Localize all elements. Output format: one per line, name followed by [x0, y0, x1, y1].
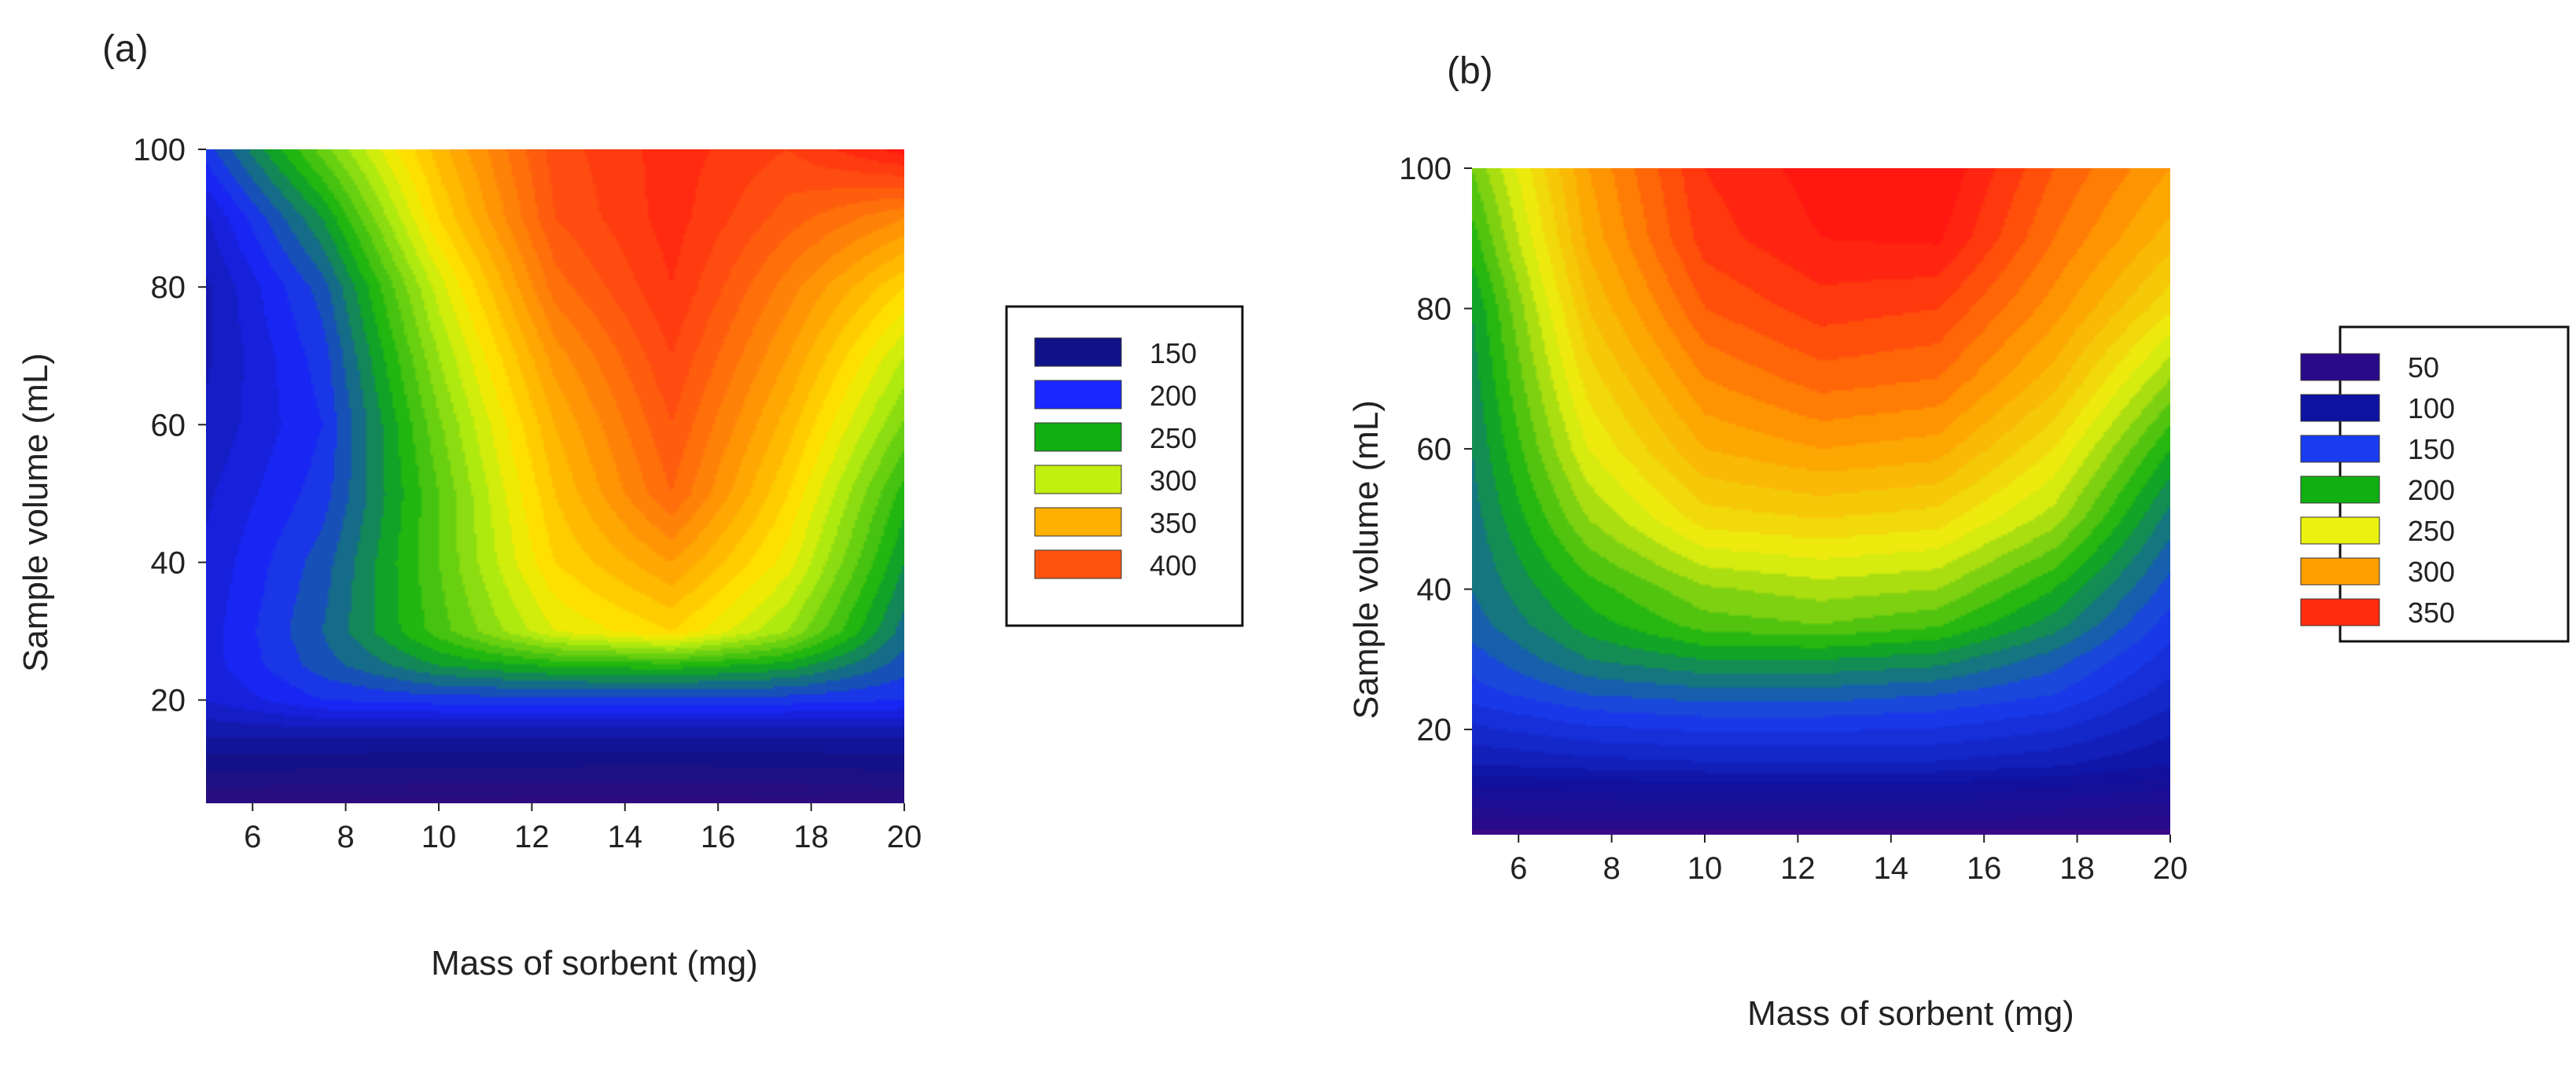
- panel-a-legend-label: 150: [1150, 337, 1197, 369]
- panel-b-legend-swatch: [2300, 516, 2380, 545]
- panel-b-legend-swatch: [2300, 598, 2380, 626]
- panel-b-y-tick-label: 40: [1417, 573, 1452, 608]
- panel-b-y-axis-title: Sample volume (mL): [1347, 400, 1386, 719]
- panel-b-x-axis-title: Mass of sorbent (mg): [1747, 994, 2074, 1033]
- panel-b-contour-surface: [1472, 168, 2170, 835]
- panel-b-y-tick-label: 100: [1399, 152, 1452, 186]
- panel-a-x-axis-title: Mass of sorbent (mg): [431, 944, 758, 982]
- panel-a-y-tick-label: 60: [151, 408, 186, 443]
- panel-a-legend-swatch: [1034, 380, 1122, 409]
- panel-a-legend-label: 250: [1150, 422, 1197, 454]
- panel-a-x-tick-label: 20: [887, 820, 922, 854]
- panel-a-y-tick-label: 100: [133, 133, 186, 167]
- panel-b-legend-swatch: [2300, 394, 2380, 422]
- panel-a-x-tick-label: 14: [608, 820, 643, 854]
- panel-a-legend-label: 200: [1150, 380, 1197, 412]
- panel-b-legend-label: 100: [2408, 392, 2455, 424]
- panel-b-contour-plot: [1472, 168, 2170, 835]
- panel-b-x-tick-label: 10: [1687, 851, 1723, 886]
- panel-a-legend-label: 350: [1150, 507, 1197, 539]
- panel-b-axes: 6 8 10 12 14 16 18 20 20 40 60 80 100: [1399, 152, 2188, 886]
- panel-b-legend-label: 50: [2408, 351, 2439, 384]
- panel-a-contour-plot: [206, 149, 904, 803]
- panel-a-y-axis-title: Sample volume (mL): [17, 353, 55, 672]
- panel-a-legend-swatch: [1034, 422, 1122, 452]
- panel-b-legend-swatch: [2300, 435, 2380, 463]
- panel-b-x-tick-label: 20: [2153, 851, 2188, 886]
- panel-a-axes: 6 8 10 12 14 16 18 20 20 40 60 80 100: [133, 133, 922, 854]
- panel-a-x-tick-label: 8: [337, 820, 354, 854]
- panel-b-legend-swatch: [2300, 557, 2380, 586]
- panel-b-legend-label: 150: [2408, 433, 2455, 465]
- panel-b-legend-label: 200: [2408, 474, 2455, 506]
- panel-a-x-tick-label: 6: [244, 820, 261, 854]
- panel-b-legend-label: 300: [2408, 556, 2455, 588]
- panel-b-x-tick-label: 12: [1780, 851, 1816, 886]
- panel-a-legend-label: 300: [1150, 465, 1197, 497]
- panel-b-y-tick-label: 20: [1417, 713, 1452, 747]
- panel-b-legend-label: 350: [2408, 597, 2455, 629]
- panel-b-x-tick-label: 16: [1967, 851, 2002, 886]
- panel-a-x-tick-label: 16: [701, 820, 736, 854]
- panel-b-label: (b): [1447, 50, 1493, 92]
- panel-a-contour-surface: [206, 149, 904, 803]
- panel-a-legend-label: 400: [1150, 549, 1197, 582]
- panel-b-legend-label: 250: [2408, 515, 2455, 547]
- panel-a-legend-swatch: [1034, 549, 1122, 579]
- panel-a-x-tick-label: 10: [421, 820, 457, 854]
- panel-b-x-tick-label: 18: [2059, 851, 2095, 886]
- panel-b-x-tick-label: 8: [1603, 851, 1620, 886]
- panel-a-y-tick-label: 40: [151, 545, 186, 580]
- panel-a-legend: 150 200 250 300 350 400: [1005, 305, 1244, 627]
- panel-a-x-tick-label: 18: [793, 820, 829, 854]
- panel-a-y-tick-label: 80: [151, 270, 186, 305]
- panel-b-legend-swatch: [2300, 476, 2380, 504]
- panel-b-legend-swatch: [2300, 353, 2380, 381]
- panel-a: (a) 6 8 10 12 14 16 18 20 20 40 60 80 100 Mass of so…: [17, 28, 1244, 982]
- panel-a-label: (a): [102, 28, 149, 70]
- panel-a-legend-swatch: [1034, 507, 1122, 537]
- panel-a-legend-swatch: [1034, 337, 1122, 367]
- panel-a-legend-swatch: [1034, 465, 1122, 494]
- panel-b-y-tick-label: 60: [1417, 432, 1452, 467]
- panel-b-x-tick-label: 6: [1510, 851, 1527, 886]
- panel-a-y-tick-label: 20: [151, 684, 186, 718]
- panel-b: (b) 6 8 10 12 14 16 18 20 20 40 60 80 100 Mass of so…: [1347, 50, 2570, 1033]
- panel-b-x-tick-label: 14: [1874, 851, 1909, 886]
- panel-b-legend: 50 100 150 200 250 300 350: [2300, 325, 2570, 643]
- panel-b-y-tick-label: 80: [1417, 292, 1452, 327]
- panel-a-x-tick-label: 12: [514, 820, 550, 854]
